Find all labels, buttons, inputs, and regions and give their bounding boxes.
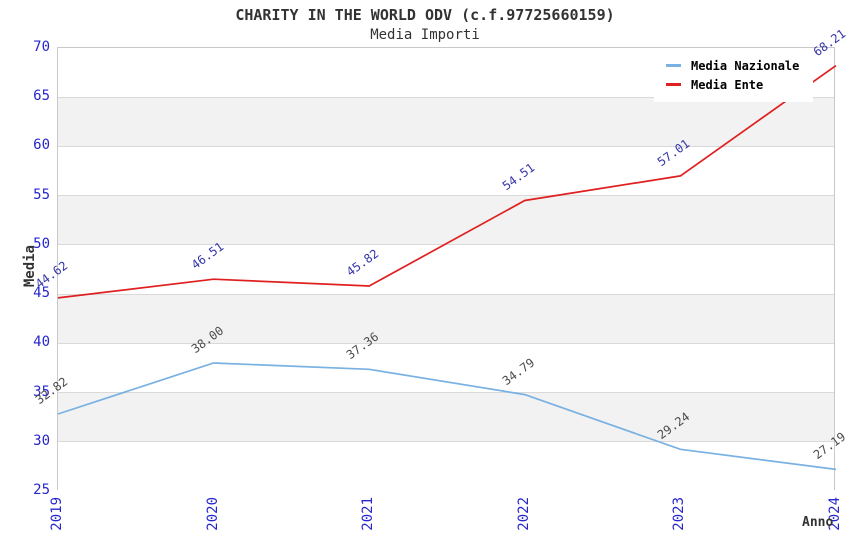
legend-item-media-nazionale: Media Nazionale [666, 56, 799, 75]
grid-band [58, 441, 834, 491]
x-tick-label-text: 2019 [49, 497, 65, 531]
chart-subtitle: Media Importi [370, 27, 480, 43]
plot-area [57, 47, 837, 491]
media-ente-line-swatch [666, 83, 681, 86]
series-lines [57, 64, 837, 471]
x-tick-label-text: 2022 [515, 497, 532, 531]
grid-band [58, 392, 834, 442]
x-axis-title: Anno [802, 515, 834, 530]
series-line-media-ente [57, 64, 837, 299]
x-tick-label-text: 2021 [360, 497, 377, 531]
chart-title: CHARITY IN THE WORLD ODV (c.f.9772566015… [235, 6, 615, 24]
grid-band [58, 146, 834, 196]
grid-line [58, 441, 834, 443]
legend-label-media-ente: Media Ente [691, 77, 764, 92]
y-tick-label: 25 [33, 482, 50, 498]
y-tick-label: 50 [33, 235, 50, 252]
grid-line [58, 145, 834, 147]
grid-line [58, 342, 834, 344]
y-tick-label: 55 [33, 186, 50, 203]
grid-band [58, 343, 834, 393]
grid-line [58, 293, 834, 295]
y-tick-label: 60 [33, 137, 50, 154]
media-nazionale-line-swatch [666, 64, 681, 67]
legend-item-media-ente: Media Ente [666, 75, 799, 94]
y-tick-label: 65 [33, 88, 50, 105]
series-line-media-nazionale [57, 362, 837, 471]
grid-line [58, 392, 834, 394]
y-tick-label: 70 [33, 39, 50, 55]
grid-band [58, 97, 834, 147]
grid-band [58, 244, 834, 295]
grid-band [58, 294, 834, 344]
grid-line [58, 195, 834, 197]
y-tick-label: 45 [33, 285, 50, 302]
grid-line [58, 244, 834, 246]
legend: Media Nazionale Media Ente [654, 48, 814, 102]
legend-label-media-nazionale: Media Nazionale [691, 58, 800, 73]
y-tick-label: 35 [33, 383, 50, 400]
y-tick-label: 40 [33, 334, 50, 351]
grid-line [58, 96, 834, 98]
x-tick-label-text: 2023 [671, 497, 688, 531]
grid-band [58, 195, 834, 245]
x-tick-label-text: 2020 [204, 497, 221, 531]
y-tick-label: 30 [33, 432, 50, 449]
y-axis-title-text: Media [22, 245, 38, 288]
